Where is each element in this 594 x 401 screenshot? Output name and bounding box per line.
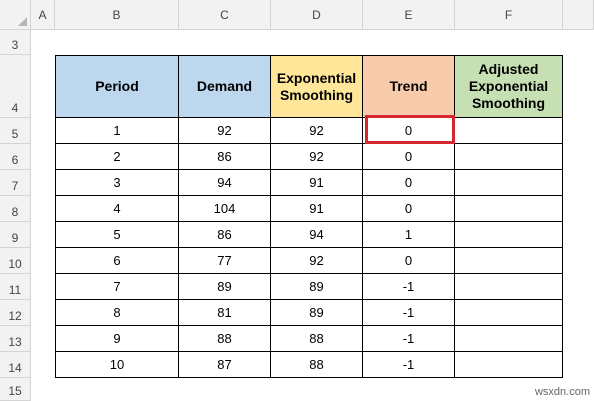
table-cell[interactable] <box>455 196 563 222</box>
table-cell[interactable]: 87 <box>179 352 271 378</box>
table-cell[interactable]: -1 <box>363 326 455 352</box>
table-cell[interactable] <box>455 118 563 144</box>
table-cell[interactable]: 3 <box>55 170 179 196</box>
row-header-8[interactable]: 8 <box>0 196 31 222</box>
table-cell[interactable]: 6 <box>55 248 179 274</box>
table-cell[interactable]: 92 <box>271 144 363 170</box>
row-header-3[interactable]: 3 <box>0 30 31 55</box>
table-cell[interactable] <box>455 222 563 248</box>
table-cell[interactable]: 0 <box>363 144 455 170</box>
row-header-4[interactable]: 4 <box>0 55 31 118</box>
table-cell[interactable]: 92 <box>179 118 271 144</box>
table-cell[interactable]: 88 <box>271 352 363 378</box>
row-header-15[interactable]: 15 <box>0 378 31 401</box>
table-cell[interactable]: 94 <box>179 170 271 196</box>
selected-cell-outline <box>365 115 455 144</box>
select-all-corner[interactable] <box>0 0 31 30</box>
column-header-A[interactable]: A <box>31 0 55 30</box>
table-header-trend[interactable]: Trend <box>363 55 455 118</box>
row-header-14[interactable]: 14 <box>0 352 31 378</box>
table-cell[interactable]: 104 <box>179 196 271 222</box>
table-cell[interactable]: 94 <box>271 222 363 248</box>
column-header-C[interactable]: C <box>179 0 271 30</box>
table-cell[interactable]: 77 <box>179 248 271 274</box>
watermark: wsxdn.com <box>534 386 590 398</box>
row-header-6[interactable]: 6 <box>0 144 31 170</box>
table-cell[interactable]: -1 <box>363 300 455 326</box>
table-cell[interactable] <box>455 144 563 170</box>
column-header-E[interactable]: E <box>363 0 455 30</box>
table-cell[interactable] <box>455 326 563 352</box>
table-cell[interactable]: -1 <box>363 352 455 378</box>
row-header-9[interactable]: 9 <box>0 222 31 248</box>
table-cell[interactable]: 9 <box>55 326 179 352</box>
column-header-B[interactable]: B <box>55 0 179 30</box>
table-cell[interactable]: 86 <box>179 222 271 248</box>
table-cell[interactable]: 88 <box>271 326 363 352</box>
table-header-demand[interactable]: Demand <box>179 55 271 118</box>
table-cell[interactable]: 4 <box>55 196 179 222</box>
table-cell[interactable]: 8 <box>55 300 179 326</box>
column-header-filler <box>563 0 594 30</box>
table-cell[interactable]: 91 <box>271 170 363 196</box>
row-header-13[interactable]: 13 <box>0 326 31 352</box>
table-cell[interactable] <box>455 170 563 196</box>
table-cell[interactable] <box>455 300 563 326</box>
table-cell[interactable] <box>455 274 563 300</box>
table-header-period[interactable]: Period <box>55 55 179 118</box>
table-cell[interactable]: 92 <box>271 118 363 144</box>
table-cell[interactable]: 89 <box>271 300 363 326</box>
table-cell[interactable]: 1 <box>55 118 179 144</box>
table-cell[interactable]: 92 <box>271 248 363 274</box>
table-cell[interactable]: 7 <box>55 274 179 300</box>
column-header-D[interactable]: D <box>271 0 363 30</box>
table-cell[interactable]: 86 <box>179 144 271 170</box>
select-all-triangle-icon <box>18 17 27 26</box>
table-header-exponential-smoothing[interactable]: Exponential Smoothing <box>271 55 363 118</box>
table-cell[interactable]: 10 <box>55 352 179 378</box>
table-cell[interactable]: 89 <box>179 274 271 300</box>
column-header-F[interactable]: F <box>455 0 563 30</box>
table-cell[interactable]: 0 <box>363 170 455 196</box>
table-cell[interactable]: 81 <box>179 300 271 326</box>
table-cell[interactable] <box>455 352 563 378</box>
row-header-7[interactable]: 7 <box>0 170 31 196</box>
row-header-11[interactable]: 11 <box>0 274 31 300</box>
table-cell[interactable]: 2 <box>55 144 179 170</box>
row-header-10[interactable]: 10 <box>0 248 31 274</box>
table-cell[interactable]: 88 <box>179 326 271 352</box>
table-cell[interactable] <box>455 248 563 274</box>
table-cell[interactable]: 1 <box>363 222 455 248</box>
row-header-12[interactable]: 12 <box>0 300 31 326</box>
table-cell[interactable]: 91 <box>271 196 363 222</box>
table-cell[interactable]: 89 <box>271 274 363 300</box>
table-cell[interactable]: 0 <box>363 196 455 222</box>
table-cell[interactable]: 0 <box>363 248 455 274</box>
table-cell[interactable]: -1 <box>363 274 455 300</box>
row-header-5[interactable]: 5 <box>0 118 31 144</box>
table-header-adjusted-exponential-smoothing[interactable]: Adjusted Exponential Smoothing <box>455 55 563 118</box>
table-cell[interactable]: 5 <box>55 222 179 248</box>
